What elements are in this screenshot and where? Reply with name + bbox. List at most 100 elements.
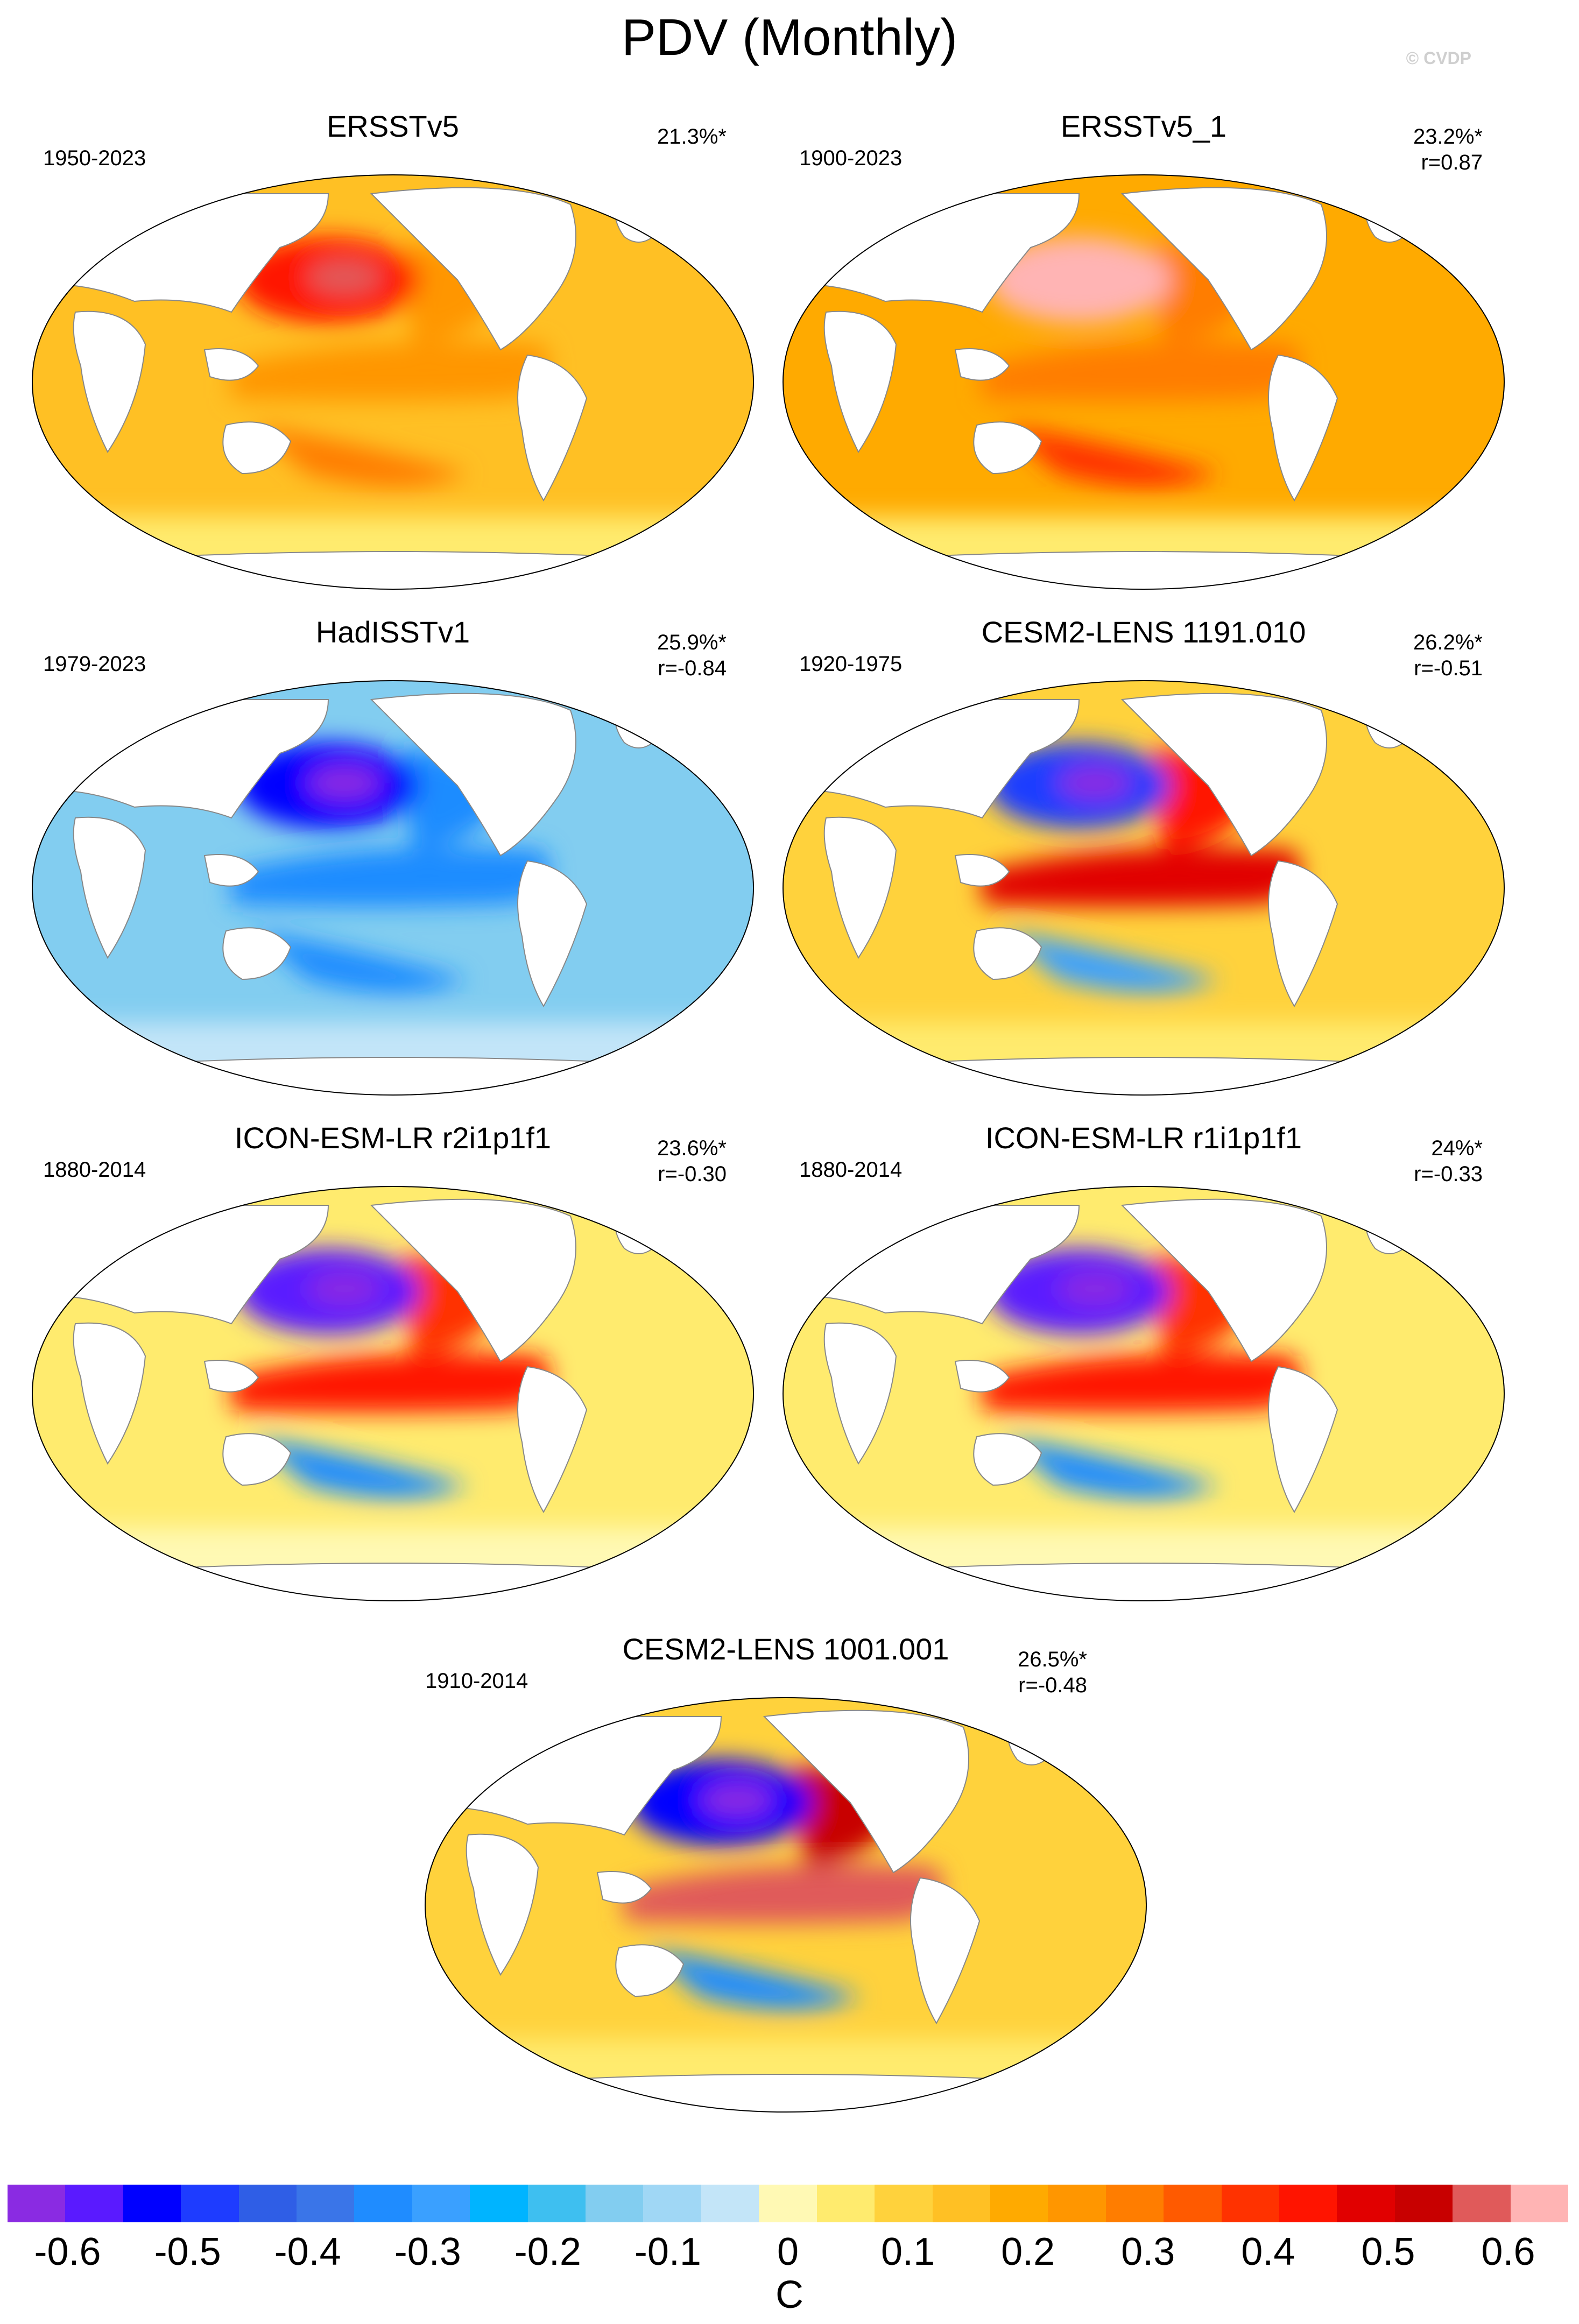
pattern-correlation: r=0.87 [1421,151,1483,174]
colorbar-tick-label: 0.6 [1481,2230,1535,2273]
australia [973,1433,1042,1486]
map-outline [425,1697,1147,2113]
colorbar-cell [354,2185,413,2222]
south-pacific-band [1004,931,1219,993]
pattern-correlation: r=-0.84 [658,656,727,680]
colorbar-tick-label: 0.4 [1241,2230,1295,2273]
africa [823,816,897,959]
south-pacific-band [1004,1437,1219,1499]
greenland [614,1199,668,1254]
colorbar-cell [412,2185,470,2222]
greenland [1007,1710,1061,1765]
panel-title: ICON-ESM-LR r1i1p1f1 [985,1121,1302,1155]
australia [222,421,292,475]
north-pacific-core [1058,766,1133,800]
australia [973,927,1042,980]
antarctica [783,1563,1504,1601]
south-america [1268,354,1338,501]
map-panel-icon-esm-lr-r1i1p1f1: ICON-ESM-LR r1i1p1f1 1880-2014 24%* r=-0… [778,1119,1510,1604]
colorbar-tick-label: -0.4 [274,2230,341,2273]
colorbar-cell [1453,2185,1511,2222]
variance-explained: 25.9%* [657,631,727,654]
africa [73,310,146,453]
south-america [910,1877,981,2024]
variance-explained: 23.6%* [657,1136,727,1160]
tropical-pacific-anomaly [231,1353,550,1412]
north-america [370,187,576,351]
south-america [517,860,588,1007]
antarctica [32,1057,753,1095]
panel-years: 1900-2023 [799,146,903,170]
tropical-pacific-anomaly [982,1353,1301,1412]
panel-years: 1880-2014 [799,1158,903,1182]
north-pacific-core [307,1272,382,1306]
colorbar-tick-label: -0.5 [154,2230,221,2273]
north-pacific-core [1058,1272,1133,1306]
antarctica [32,1563,753,1601]
south-pacific-band [253,931,468,993]
panel-title: CESM2-LENS 1001.001 [622,1632,949,1666]
colorbar-tick-label: -0.1 [634,2230,701,2273]
north-pacific-core [700,1783,775,1817]
map-outline [32,1186,754,1601]
south-america [517,354,588,501]
figure-title: PDV (Monthly) [621,9,958,66]
panel-stats: 21.3%* [657,124,727,150]
colorbar-cell [1394,2185,1453,2222]
colorbar-unit-label: C [776,2273,803,2316]
colorbar-cell [297,2185,355,2222]
watermark: © CVDP [1406,48,1471,68]
colorbar-cell [816,2185,875,2222]
south-pacific-band [253,1437,468,1499]
panel-stats: 26.5%* r=-0.48 [1018,1647,1087,1698]
north-america [763,1710,969,1874]
tropical-pacific-anomaly [231,847,550,907]
map-icon-esm-lr-r2i1p1f1 [32,1186,754,1601]
colorbar-cell [470,2185,528,2222]
tropical-pacific-anomaly [624,1864,943,1924]
map-panel-icon-esm-lr-r2i1p1f1: ICON-ESM-LR r2i1p1f1 1880-2014 23.6%* r=… [27,1119,759,1604]
panel-years: 1880-2014 [43,1158,146,1182]
north-america [370,693,576,857]
colorbar-cell [527,2185,586,2222]
colorbar [8,2185,1569,2222]
panel-stats: 24%* r=-0.33 [1414,1135,1483,1187]
africa [73,816,146,959]
south-america [1268,860,1338,1007]
colorbar-tick-label: 0.3 [1121,2230,1175,2273]
colorbar-cell [65,2185,124,2222]
colorbar-cell [8,2185,66,2222]
africa [823,1322,897,1465]
greenland [1365,187,1419,243]
colorbar-cell [875,2185,933,2222]
map-panel-hadisstv1: HadISSTv1 1979-2023 25.9%* r=-0.84 [27,613,759,1098]
colorbar-tick-labels: -0.6 -0.5 -0.4 -0.3 -0.2 -0.1 0 0.1 0.2 0.3 0.4 0.5… [8,2228,1568,2281]
panel-years: 1920-1975 [799,652,903,676]
africa [466,1833,539,1976]
panel-years: 1910-2014 [425,1669,528,1693]
pattern-correlation: r=-0.33 [1414,1162,1483,1186]
colorbar-cell [1279,2185,1337,2222]
map-cesm2-lens-1191-010 [783,680,1505,1096]
tropical-pacific-anomaly [982,342,1301,401]
variance-explained: 24%* [1431,1136,1483,1160]
greenland [614,693,668,748]
colorbar-tick-label: -0.6 [34,2230,101,2273]
colorbar-cell [990,2185,1048,2222]
north-america [1120,187,1327,351]
south-america [1268,1366,1338,1513]
colorbar-cell [1510,2185,1569,2222]
colorbar-cell [1048,2185,1106,2222]
panel-stats: 26.2%* r=-0.51 [1413,630,1483,681]
colorbar-tick-label: 0.5 [1361,2230,1415,2273]
south-america [517,1366,588,1513]
greenland [614,187,668,243]
maritime-continent [954,348,1010,381]
map-outline [32,680,754,1096]
map-panel-cesm2-lens-1001-001: CESM2-LENS 1001.001 1910-2014 26.5%* r=-… [420,1630,1152,2115]
panel-title: HadISSTv1 [315,615,470,649]
maritime-continent [203,854,259,887]
antarctica [425,2074,1146,2112]
map-cesm2-lens-1001-001 [425,1697,1147,2113]
antarctica [783,551,1504,589]
